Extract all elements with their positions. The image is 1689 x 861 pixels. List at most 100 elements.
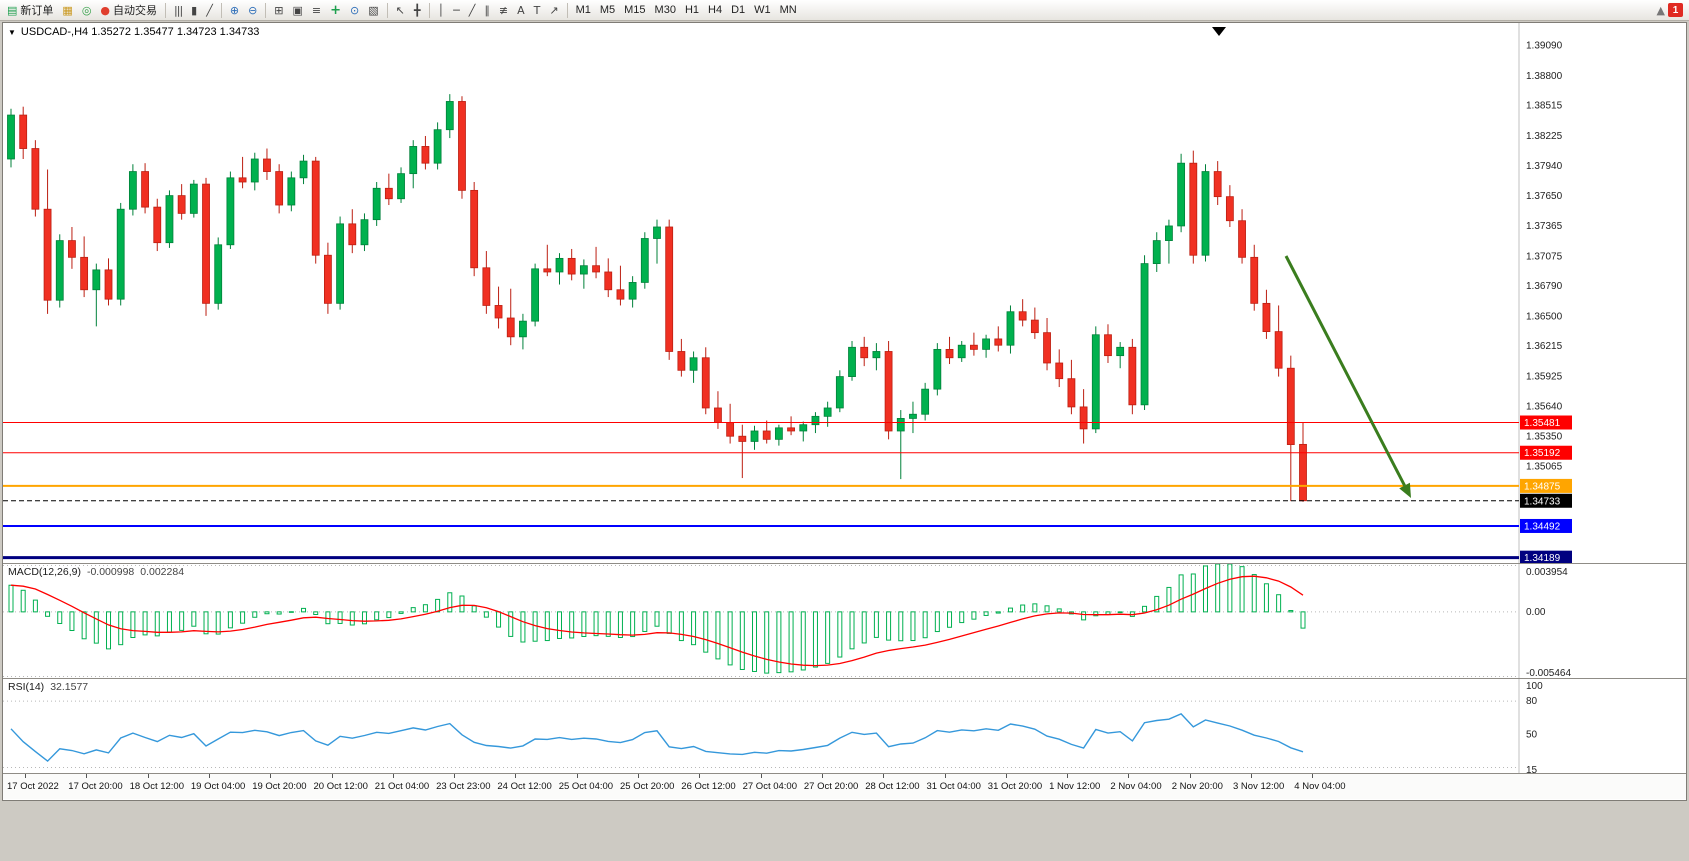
add-indicator-button[interactable]: + [326,1,345,19]
time-axis-tick [331,774,333,778]
svg-text:1.35925: 1.35925 [1526,372,1563,383]
time-axis-label: 19 Oct 20:00 [252,781,307,792]
navigator-button[interactable]: ≡ [308,1,325,19]
macd-panel[interactable]: MACD(12,26,9) -0.000998 0.002284 0.00395… [3,563,1686,678]
candlestick-chart-button[interactable]: ▮ [187,1,201,19]
time-axis-tick [821,774,823,778]
svg-text:1.38800: 1.38800 [1526,71,1563,82]
tile-windows-button[interactable]: ⊞ [270,1,287,19]
time-axis-tick [883,774,885,778]
horizontal-line-button[interactable]: ─ [449,1,464,19]
trendline-icon: ╱ [468,3,476,17]
svg-text:1.36500: 1.36500 [1526,311,1563,322]
equidistant-channel-button[interactable]: ∥ [480,1,494,19]
fibonacci-button[interactable]: ≢ [495,1,512,19]
new-order-button[interactable]: ▤ 新订单 [3,1,57,19]
time-axis-label: 2 Nov 20:00 [1171,781,1223,792]
templates-button[interactable]: ▧ [364,1,382,19]
chart-window: ▼ USDCAD-,H4 1.35272 1.35477 1.34723 1.3… [2,22,1687,801]
new-order-icon: ▤ [7,3,18,17]
cursor-button[interactable]: ↖ [392,1,409,19]
new-order-label: 新订单 [20,5,54,17]
bars-chart-icon: ||| [174,3,183,17]
time-axis-label: 17 Oct 20:00 [68,781,123,792]
svg-text:1.39090: 1.39090 [1526,40,1563,51]
time-axis-label: 25 Oct 04:00 [558,781,614,792]
macd-signal-value: 0.002284 [140,566,185,578]
time-axis-label: 25 Oct 20:00 [620,781,675,792]
equidistant-channel-icon: ∥ [484,3,490,17]
timeframe-h4-button[interactable]: H4 [704,1,726,19]
time-axis-label: 27 Oct 20:00 [803,781,859,792]
svg-text:50: 50 [1526,729,1538,740]
svg-text:1.37650: 1.37650 [1526,191,1563,202]
time-axis-tick [1005,774,1007,778]
macd-label: MACD(12,26,9) -0.000998 0.002284 [8,566,184,578]
toolbar-separator [220,2,222,18]
timeframe-m30-button[interactable]: M30 [651,1,680,19]
zoom-out-button[interactable]: ⊖ [244,1,261,19]
data-window-button[interactable]: ▣ [289,1,307,19]
time-axis[interactable]: 17 Oct 2022 17 Oct 20:00 18 Oct 12:00 19 Oc… [3,773,1686,799]
bars-chart-button[interactable]: ||| [170,1,186,19]
vertical-line-button[interactable]: │ [434,1,449,19]
time-axis-label: 24 Oct 12:00 [497,781,552,792]
timeframe-w1-button[interactable]: W1 [750,1,775,19]
svg-text:1.38225: 1.38225 [1526,131,1563,142]
collapse-indicator-icon[interactable]: ▼ [8,27,16,37]
horizontal-line-icon: ─ [453,3,460,17]
timeframe-m5-button[interactable]: M5 [596,1,619,19]
time-axis-tick [699,774,701,778]
time-axis-tick [86,774,88,778]
text-tool-button[interactable]: A [513,1,529,19]
timeframe-d1-button[interactable]: D1 [727,1,749,19]
svg-text:1.35481: 1.35481 [1524,418,1561,429]
svg-text:-0.005464: -0.005464 [1526,668,1571,678]
svg-text:1.37365: 1.37365 [1526,221,1563,232]
scroll-up-icon[interactable]: ▲ [1656,3,1665,17]
data-window-icon: ▣ [292,3,303,17]
toolbar-separator [165,2,167,18]
svg-text:0.003954: 0.003954 [1526,567,1568,578]
time-axis-label: 3 Nov 12:00 [1233,781,1285,792]
toolbar-separator [428,2,430,18]
svg-text:1.34492: 1.34492 [1524,521,1561,532]
crosshair-button[interactable]: ╋ [410,1,425,19]
rsi-canvas[interactable]: 100 80 50 15 [3,679,1686,773]
autotrading-icon: ● [100,3,111,17]
time-axis-tick [208,774,210,778]
timeframe-h1-button[interactable]: H1 [681,1,703,19]
timeframe-m1-button[interactable]: M1 [572,1,595,19]
text-label-button[interactable]: T [530,1,545,19]
svg-text:0.00: 0.00 [1526,607,1546,618]
add-indicator-icon: + [330,2,342,18]
rsi-value: 32.1577 [50,681,89,693]
zoom-in-button[interactable]: ⊕ [226,1,243,19]
rsi-label: RSI(14) 32.1577 [8,681,88,693]
time-axis-tick [760,774,762,778]
arrows-tool-button[interactable]: ↗ [545,1,562,19]
toolbar-separator [386,2,388,18]
text-label-icon: T [533,3,541,17]
trendline-button[interactable]: ╱ [465,1,480,19]
notifications-badge[interactable]: 1 [1668,3,1683,17]
svg-text:1.37940: 1.37940 [1526,161,1563,172]
time-axis-label: 20 Oct 12:00 [313,781,368,792]
svg-text:1.34189: 1.34189 [1524,553,1561,563]
time-axis-tick [1251,774,1252,778]
macd-main-value: -0.000998 [86,566,135,578]
profiles-button[interactable]: ◎ [78,1,96,19]
timeframe-m15-button[interactable]: M15 [620,1,649,19]
price-chart-canvas[interactable]: 1.39090 1.38800 1.38515 1.38225 1.37940 1.376… [3,23,1686,563]
new-chart-button[interactable]: ▦ [58,1,76,19]
periods-button[interactable]: ⊙ [346,1,363,19]
rsi-panel[interactable]: RSI(14) 32.1577 100 80 50 15 [3,678,1686,773]
timeframe-mn-button[interactable]: MN [776,1,801,19]
templates-icon: ▧ [368,3,379,17]
macd-canvas[interactable]: 0.003954 0.00 -0.005464 [3,564,1686,678]
chart-shift-marker [1212,27,1226,36]
autotrading-button[interactable]: ● 自动交易 [96,1,161,19]
svg-text:1.35065: 1.35065 [1526,462,1563,473]
line-chart-button[interactable]: ╱ [202,1,217,19]
